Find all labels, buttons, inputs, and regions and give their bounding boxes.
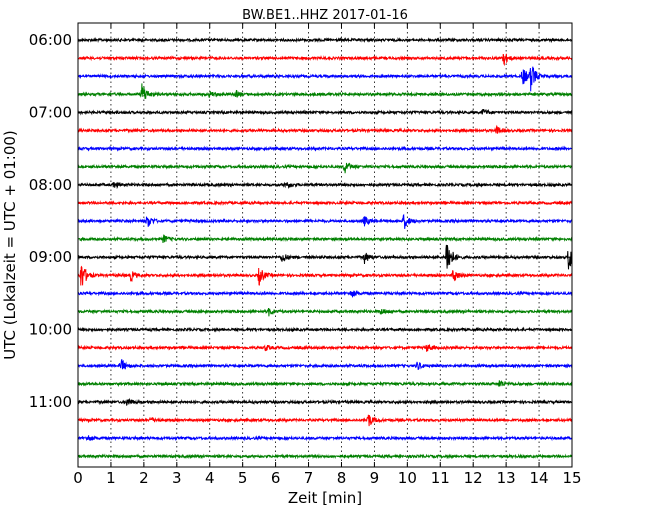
seismic-trace [77, 380, 573, 388]
seismic-trace [77, 435, 573, 442]
x-tick-label: 11 [431, 469, 450, 487]
seismic-trace [77, 344, 573, 352]
traces [77, 36, 573, 460]
y-tick-label: 11:00 [29, 393, 72, 411]
chart-title: BW.BE1..HHZ 2017-01-16 [242, 8, 408, 23]
seismic-trace [77, 213, 573, 229]
seismic-trace [77, 162, 573, 174]
x-tick-label: 7 [304, 469, 314, 487]
seismic-trace [77, 36, 573, 44]
seismic-trace [77, 234, 573, 244]
x-tick-label: 15 [562, 469, 581, 487]
x-tick-label: 9 [370, 469, 380, 487]
seismic-trace [77, 359, 573, 371]
seismic-trace [77, 181, 573, 190]
seismic-trace [77, 108, 573, 116]
seismic-trace [77, 414, 573, 427]
seismic-trace [77, 83, 573, 99]
y-tick-label: 10:00 [29, 321, 72, 339]
plot-frame [77, 22, 573, 468]
y-tick-label: 08:00 [29, 176, 72, 194]
x-axis-label: Zeit [min] [288, 489, 362, 507]
seismic-trace [77, 145, 573, 152]
seismic-trace [77, 326, 573, 333]
x-tick-label: 4 [205, 469, 215, 487]
x-tick-label: 10 [398, 469, 417, 487]
x-tick-label: 12 [464, 469, 483, 487]
x-tick-label: 3 [172, 469, 182, 487]
x-tick-label: 2 [139, 469, 149, 487]
x-tick-label: 5 [238, 469, 248, 487]
x-tick-label: 8 [337, 469, 347, 487]
seismic-trace [77, 453, 573, 460]
seismic-trace [77, 199, 573, 207]
y-ticks: 06:00 07:00 08:00 09:00 10:00 11:00 [29, 31, 572, 411]
y-tick-label: 09:00 [29, 248, 72, 266]
x-tick-label: 6 [271, 469, 281, 487]
seismic-trace [77, 307, 573, 317]
seismic-trace [77, 397, 573, 406]
x-tick-label: 13 [497, 469, 516, 487]
x-tick-label: 1 [106, 469, 116, 487]
seismic-trace [77, 265, 573, 286]
seismic-trace [77, 66, 573, 92]
x-tick-label: 14 [530, 469, 549, 487]
y-tick-label: 06:00 [29, 31, 72, 49]
y-axis-label: UTC (Lokalzeit = UTC + 01:00) [1, 130, 19, 360]
seismic-trace [77, 124, 573, 134]
grid-lines [110, 23, 540, 467]
seismic-trace [77, 53, 573, 67]
y-tick-label: 07:00 [29, 103, 72, 121]
x-ticks: 0 1 2 3 4 5 6 7 8 9 10 11 12 13 14 15 [73, 23, 582, 487]
seismic-trace [77, 289, 573, 298]
x-tick-label: 0 [73, 469, 83, 487]
seismic-trace [77, 244, 573, 270]
